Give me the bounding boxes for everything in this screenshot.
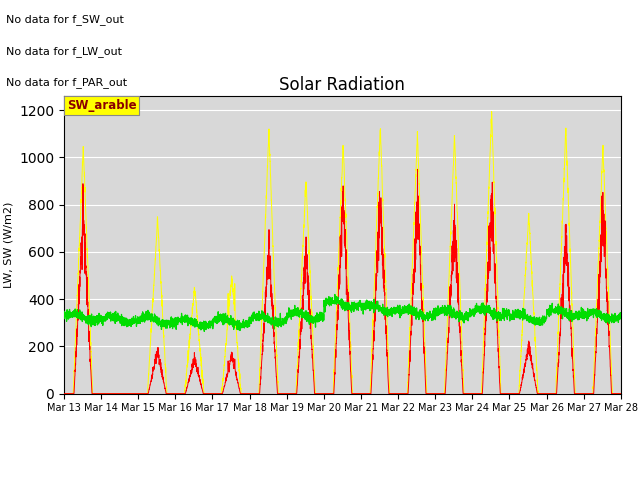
Title: Solar Radiation: Solar Radiation bbox=[280, 76, 405, 95]
Y-axis label: LW, SW (W/m2): LW, SW (W/m2) bbox=[4, 202, 13, 288]
Text: No data for f_LW_out: No data for f_LW_out bbox=[6, 46, 122, 57]
Text: SW_arable: SW_arable bbox=[67, 99, 136, 112]
Text: No data for f_PAR_out: No data for f_PAR_out bbox=[6, 77, 127, 88]
Text: No data for f_SW_out: No data for f_SW_out bbox=[6, 14, 124, 25]
Legend: SW_in, LW_in, PAR_in: SW_in, LW_in, PAR_in bbox=[202, 478, 483, 480]
